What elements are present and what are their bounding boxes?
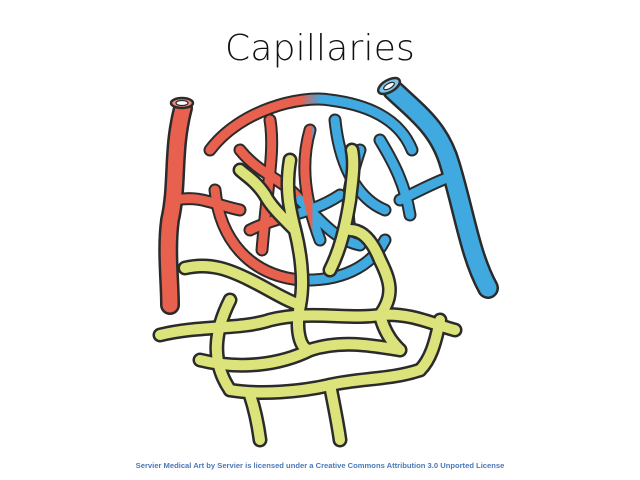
arteriole-lumen — [175, 99, 189, 107]
lymphatic-capillary-network — [152, 142, 463, 448]
license-credit: Servier Medical Art by Servier is licens… — [135, 461, 505, 470]
venule-lumen — [383, 81, 395, 91]
slide-title: Capillaries — [224, 28, 416, 69]
